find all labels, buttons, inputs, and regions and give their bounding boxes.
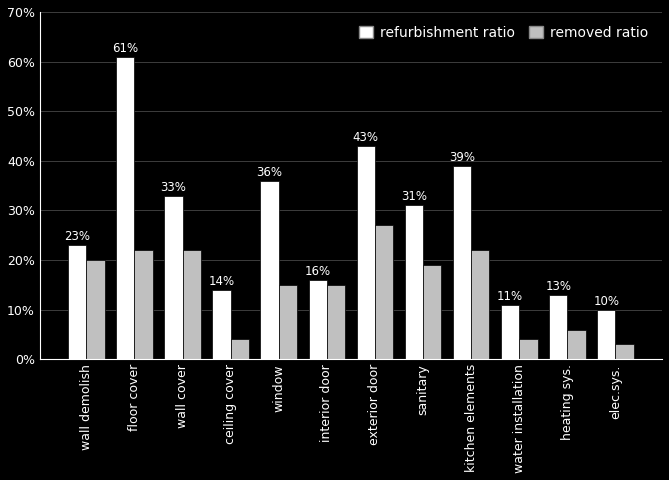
Bar: [134, 250, 153, 360]
Text: 11%: 11%: [497, 290, 523, 303]
Bar: [519, 339, 538, 360]
Bar: [549, 295, 567, 360]
Bar: [231, 339, 249, 360]
Text: 61%: 61%: [112, 42, 138, 55]
Text: 36%: 36%: [257, 166, 282, 179]
Bar: [501, 305, 519, 360]
Bar: [453, 166, 471, 360]
Text: 16%: 16%: [304, 265, 330, 278]
Bar: [357, 146, 375, 360]
Bar: [327, 285, 345, 360]
Bar: [597, 310, 615, 360]
Bar: [260, 180, 279, 360]
Bar: [68, 245, 86, 360]
Bar: [308, 280, 327, 360]
Text: 33%: 33%: [161, 180, 187, 193]
Bar: [212, 290, 231, 360]
Text: 14%: 14%: [209, 275, 235, 288]
Text: 43%: 43%: [353, 131, 379, 144]
Text: 23%: 23%: [64, 230, 90, 243]
Text: 31%: 31%: [401, 191, 427, 204]
Text: 39%: 39%: [449, 151, 475, 164]
Bar: [567, 330, 585, 360]
Bar: [375, 225, 393, 360]
Bar: [471, 250, 490, 360]
Bar: [279, 285, 297, 360]
Bar: [86, 260, 104, 360]
Bar: [405, 205, 423, 360]
Bar: [116, 57, 134, 360]
Bar: [183, 250, 201, 360]
Text: 10%: 10%: [593, 295, 619, 308]
Text: 13%: 13%: [545, 280, 571, 293]
Bar: [423, 265, 442, 360]
Legend: refurbishment ratio, removed ratio: refurbishment ratio, removed ratio: [353, 19, 655, 47]
Bar: [615, 345, 634, 360]
Bar: [165, 195, 183, 360]
